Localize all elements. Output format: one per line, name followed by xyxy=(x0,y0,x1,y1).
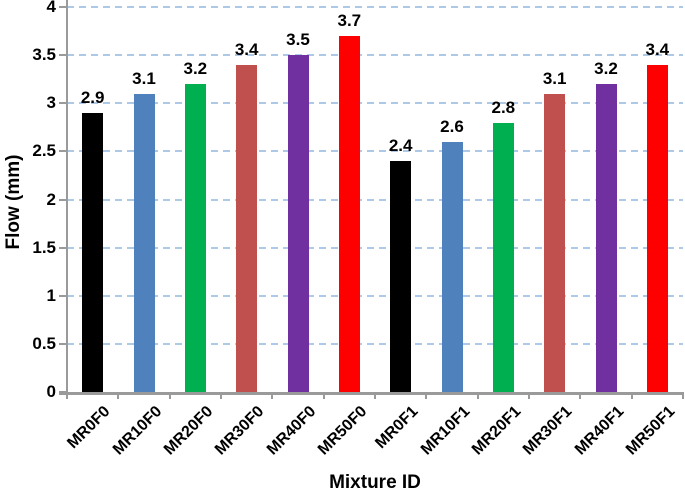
gridline xyxy=(67,54,683,57)
x-tick xyxy=(322,392,325,399)
x-tick xyxy=(220,392,222,399)
bar-value-label: 2.4 xyxy=(388,136,413,155)
x-axis-title: Mixture ID xyxy=(329,472,421,493)
gridline xyxy=(67,294,683,297)
bar-MR30F0 xyxy=(236,64,258,392)
bar-value-label: 3.5 xyxy=(286,30,310,50)
x-tick xyxy=(271,392,274,399)
y-tick-label: 0 xyxy=(46,382,56,401)
bar-MR50F1 xyxy=(646,64,668,392)
y-axis-line xyxy=(66,0,68,392)
x-tick xyxy=(630,392,633,399)
y-tick-label: 1 xyxy=(46,285,56,305)
bar-MR40F1 xyxy=(595,84,617,392)
bar-value-label: 2.8 xyxy=(491,97,516,117)
y-tick xyxy=(59,54,67,57)
x-tick xyxy=(579,392,582,399)
y-tick xyxy=(59,102,67,105)
gridline xyxy=(67,6,683,8)
bar-value-label: 2.6 xyxy=(440,116,464,136)
bar-MR20F0 xyxy=(184,84,206,392)
x-tick xyxy=(374,392,376,399)
y-tick-label: 3 xyxy=(46,93,56,113)
x-tick xyxy=(528,392,530,399)
y-tick xyxy=(59,294,67,297)
y-tick-label: 0.5 xyxy=(32,333,56,353)
bar-MR50F0 xyxy=(338,35,360,392)
bar-value-label: 3.2 xyxy=(183,59,208,78)
gridline xyxy=(67,198,683,201)
bar-MR30F1 xyxy=(544,93,566,392)
bar-MR40F0 xyxy=(287,55,309,392)
y-tick-label: 4 xyxy=(46,0,56,16)
bar-MR0F0 xyxy=(82,112,104,392)
y-tick-label: 3.5 xyxy=(32,45,56,65)
x-tick xyxy=(168,392,171,399)
bar-value-label: 3.2 xyxy=(594,59,618,78)
bar-value-label: 3.7 xyxy=(337,10,362,30)
bar-value-label: 3.1 xyxy=(132,68,156,88)
y-tick xyxy=(59,342,67,345)
bar-value-label: 2.9 xyxy=(80,87,105,107)
x-axis-line xyxy=(59,392,683,395)
gridline xyxy=(67,342,683,345)
bar-MR10F0 xyxy=(133,93,155,392)
y-tick-label: 2 xyxy=(46,189,56,209)
y-tick xyxy=(59,150,67,153)
y-tick xyxy=(59,6,67,8)
x-tick xyxy=(682,392,684,399)
x-tick xyxy=(425,392,428,399)
y-tick-label: 1.5 xyxy=(32,237,56,257)
bar-MR0F1 xyxy=(390,161,412,392)
bar-MR20F1 xyxy=(492,122,514,392)
x-tick xyxy=(66,392,68,399)
bar-value-label: 3.4 xyxy=(645,39,670,59)
gridline xyxy=(67,150,683,153)
gridline xyxy=(67,246,683,249)
x-tick xyxy=(476,392,479,399)
bar-value-label: 3.1 xyxy=(542,68,567,88)
x-tick xyxy=(117,392,120,399)
gridline xyxy=(67,102,683,105)
bar-MR10F1 xyxy=(441,141,463,392)
y-tick-label: 2.5 xyxy=(32,141,56,161)
y-tick xyxy=(59,198,67,201)
y-tick xyxy=(59,246,67,249)
bar-value-label: 3.4 xyxy=(234,39,259,59)
